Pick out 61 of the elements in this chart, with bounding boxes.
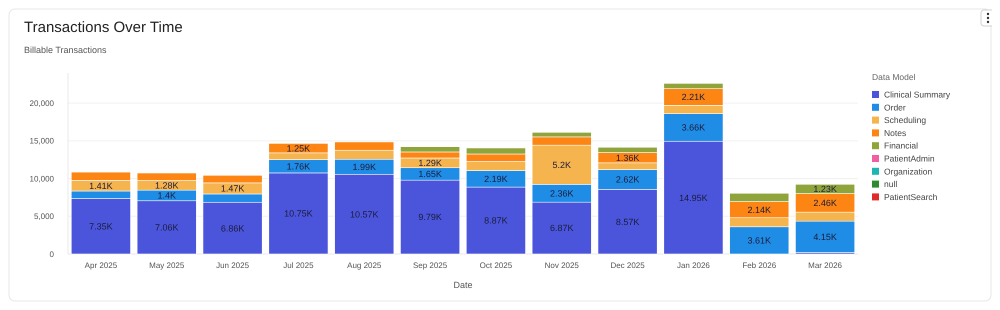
data-label: 8.57K [616, 216, 640, 227]
data-label: 14.95K [679, 192, 708, 203]
y-tick-label: 0 [50, 250, 55, 259]
data-label: 5.2K [552, 160, 572, 170]
data-label: 4.15K [813, 232, 837, 242]
x-tick-label: May 2025 [149, 261, 185, 270]
x-tick-label: Nov 2025 [544, 261, 580, 270]
data-label: 2.62K [616, 174, 640, 185]
x-tick-label: Oct 2025 [480, 261, 513, 270]
data-label: 1.76K [286, 161, 310, 172]
data-label: 2.19K [484, 174, 508, 184]
legend-label: Financial [884, 140, 918, 151]
legend-label: PatientSearch [884, 192, 938, 202]
data-label: 10.57K [350, 209, 379, 220]
data-label: 1.4K [157, 190, 176, 201]
y-tick-label: 15,000 [30, 136, 55, 146]
x-tick-label: Apr 2025 [84, 261, 118, 270]
data-label: 10.75K [284, 208, 313, 219]
y-tick-label: 20,000 [30, 98, 55, 108]
data-label: 1.29K [418, 158, 442, 168]
data-label: 3.61K [747, 236, 772, 246]
x-tick-label: Jan 2026 [676, 261, 710, 270]
legend-label: null [884, 179, 898, 190]
legend-label: Clinical Summary [884, 89, 951, 100]
data-label: 1.99K [352, 162, 376, 172]
data-label: 7.06K [154, 222, 179, 233]
x-tick-label: Aug 2025 [347, 261, 382, 270]
data-label: 3.66K [682, 122, 706, 133]
data-label: 2.21K [682, 92, 706, 102]
data-label: 2.36K [550, 188, 574, 198]
legend-label: Order [884, 102, 906, 112]
data-label: 2.14K [747, 204, 772, 215]
data-label: 1.25K [286, 143, 310, 154]
legend-label: PatientAdmin [884, 153, 935, 164]
x-tick-label: Sep 2025 [412, 261, 448, 270]
data-label: 1.36K [616, 152, 640, 163]
data-label: 7.35K [89, 221, 113, 232]
data-label: 1.28K [154, 180, 179, 191]
x-tick-label: Jun 2025 [216, 261, 250, 270]
data-label: 6.87K [550, 223, 574, 234]
data-label: 6.86K [220, 223, 244, 234]
x-axis-title: Date [453, 280, 473, 290]
chart-subtitle: Billable Transactions [24, 45, 108, 55]
legend-label: Notes [884, 128, 906, 138]
legend-title: Data Model [872, 72, 916, 82]
legend-label: Scheduling [884, 115, 926, 126]
data-label: 2.46K [813, 198, 837, 208]
x-tick-label: Feb 2026 [742, 261, 777, 270]
legend-label: Organization [884, 166, 932, 176]
chart-title: Transactions Over Time [24, 19, 183, 36]
x-tick-label: Jul 2025 [283, 261, 314, 270]
data-label: 9.79K [418, 212, 442, 222]
data-label: 8.87K [484, 216, 508, 226]
y-tick-label: 10,000 [30, 174, 55, 184]
x-tick-label: Dec 2025 [610, 261, 646, 270]
data-label: 1.65K [418, 169, 442, 180]
y-tick-label: 5,000 [34, 212, 55, 222]
data-label: 1.41K [89, 180, 113, 191]
data-label: 1.47K [220, 184, 244, 194]
x-tick-label: Mar 2026 [808, 261, 843, 270]
data-label: 1.23K [813, 184, 837, 194]
